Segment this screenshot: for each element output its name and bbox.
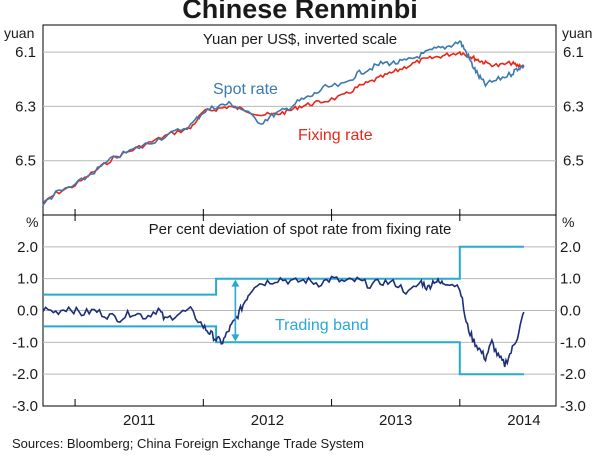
source-note: Sources: Bloomberg; China Foreign Exchan… [12,436,364,451]
bottom-panel-y-tick-labels: 2.0 2.0 1.0 1.0 0.0 0.0 -1.0 -1.0 -2.0 -2.0 -3.0 -3… [12,239,586,415]
x-tick-label: 2013 [379,412,412,429]
x-tick-label: 2011 [123,412,155,429]
bottom-y-tick-right: 1.0 [560,271,581,288]
x-tick-label: 2012 [251,412,284,429]
bottom-panel-title: Per cent deviation of spot rate from fix… [149,221,452,238]
trading-band-label: Trading band [275,317,369,334]
x-axis-year-labels: 2011 2012 2013 2014 [123,412,541,429]
bottom-y-tick-right: -1.0 [560,334,586,351]
fixing-rate-line [42,50,525,205]
bottom-y-tick-left: 2.0 [17,239,38,256]
top-left-unit: yuan [4,25,34,41]
bottom-y-tick-left: -2.0 [12,366,38,383]
bottom-y-tick-right: 0.0 [560,303,581,320]
bottom-y-tick-left: -3.0 [12,398,38,415]
bottom-y-tick-left: 1.0 [17,271,38,288]
top-y-tick-right: 6.3 [563,98,584,115]
top-y-tick-left: 6.1 [15,44,36,61]
band-arrow-head-up [231,279,240,287]
bottom-y-tick-right: 2.0 [560,239,581,256]
trading-band-upper-line [43,245,524,296]
year-tick-marks [74,209,461,406]
spot-rate-label: Spot rate [213,81,278,98]
top-right-unit: yuan [562,25,592,41]
top-y-tick-left: 6.5 [15,153,36,170]
bottom-y-tick-right: -3.0 [560,398,586,415]
chart-title: Chinese Renminbi [182,0,418,24]
band-arrow-head-down [231,334,240,342]
bottom-y-tick-left: -1.0 [12,334,38,351]
spot-rate-line [42,40,525,207]
band-width-arrow [231,279,240,342]
bottom-y-tick-right: -2.0 [560,366,586,383]
bottom-panel-gridlines [43,246,556,375]
top-panel-series [42,40,525,207]
trading-band-lower-line [43,325,524,376]
bottom-left-unit: % [26,214,38,230]
top-y-tick-left: 6.3 [15,98,36,115]
top-y-tick-right: 6.1 [563,44,584,61]
bottom-right-unit: % [562,214,574,230]
top-panel-title: Yuan per US$, inverted scale [203,31,397,48]
fixing-rate-label: Fixing rate [298,127,373,144]
x-tick-label: 2014 [507,412,540,429]
bottom-y-tick-left: 0.0 [17,303,38,320]
top-panel-y-tick-labels: 6.1 6.1 6.3 6.3 6.5 6.5 [15,44,584,170]
top-y-tick-right: 6.5 [563,153,584,170]
deviation-line [42,275,525,368]
bottom-panel-series [42,245,525,376]
